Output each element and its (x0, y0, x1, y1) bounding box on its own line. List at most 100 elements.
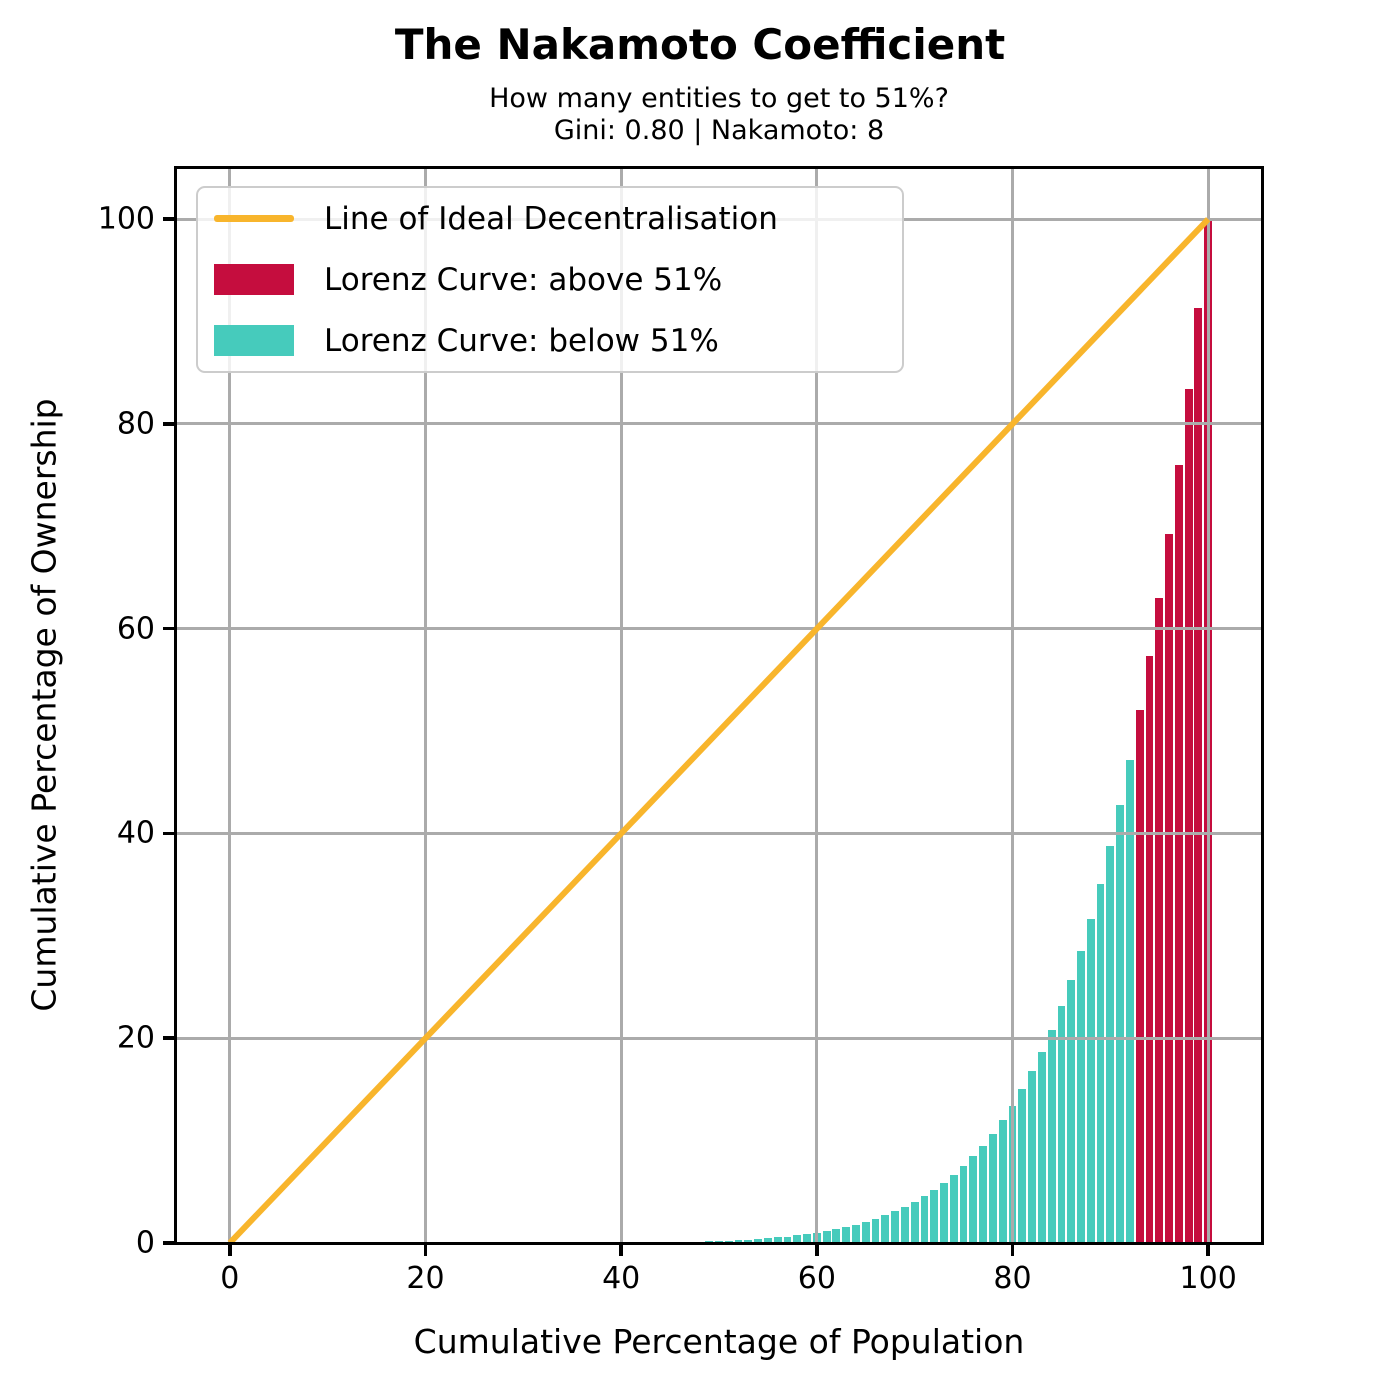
chart-subtitle: How many entities to get to 51%? (489, 83, 949, 114)
y-tick-mark-100 (163, 217, 176, 221)
lorenz-bar-above-51 (1165, 533, 1173, 1243)
legend-label-below-51: Lorenz Curve: below 51% (324, 322, 719, 359)
x-tick-mark-0 (228, 1243, 232, 1256)
y-tick-label-20: 20 (116, 1020, 155, 1056)
y-tick-label-0: 0 (135, 1225, 155, 1261)
x-tick-mark-100 (1206, 1243, 1210, 1256)
lorenz-bar-below-51 (881, 1215, 890, 1243)
legend: Line of Ideal Decentralisation Lorenz Cu… (196, 186, 904, 373)
lorenz-bar-below-51 (803, 1234, 811, 1243)
lorenz-bar-below-51 (900, 1206, 909, 1243)
x-tick-label-100: 100 (1179, 1261, 1237, 1296)
grid-line-x-0 (228, 168, 232, 1243)
chart-title: The Nakamoto Coefficient (394, 20, 1006, 69)
plot-area: Line of Ideal Decentralisation Lorenz Cu… (174, 166, 1264, 1245)
lorenz-bar-below-51 (1028, 1071, 1036, 1243)
grid-line-y-80 (176, 422, 1262, 426)
lorenz-bar-above-51 (1194, 307, 1203, 1243)
lorenz-bar-below-51 (1037, 1051, 1046, 1243)
y-tick-label-60: 60 (116, 611, 155, 647)
grid-line-y-20 (176, 1036, 1262, 1040)
lorenz-bar-below-51 (1116, 804, 1125, 1243)
lorenz-bar-below-51 (783, 1236, 792, 1243)
below-51-swatch (214, 325, 294, 356)
x-tick-label-20: 20 (406, 1261, 445, 1296)
lorenz-bar-below-51 (1077, 950, 1085, 1243)
grid-line-x-80 (1011, 168, 1014, 1243)
lorenz-bar-below-51 (891, 1211, 899, 1243)
x-tick-mark-40 (619, 1243, 623, 1256)
grid-line-x-20 (423, 168, 427, 1243)
x-tick-label-80: 80 (993, 1261, 1032, 1296)
lorenz-bar-below-51 (842, 1227, 851, 1243)
x-tick-mark-80 (1010, 1243, 1015, 1256)
legend-item-ideal-line: Line of Ideal Decentralisation (214, 188, 902, 249)
x-tick-mark-60 (815, 1243, 819, 1256)
lorenz-bar-below-51 (1106, 846, 1115, 1243)
legend-label-above-51: Lorenz Curve: above 51% (324, 261, 723, 298)
lorenz-bar-above-51 (1145, 656, 1154, 1243)
lorenz-bar-below-51 (871, 1218, 880, 1243)
lorenz-bar-below-51 (1096, 884, 1105, 1243)
lorenz-bar-below-51 (764, 1238, 772, 1243)
lorenz-bar-below-51 (822, 1231, 831, 1243)
grid-line-x-100 (1206, 168, 1210, 1243)
lorenz-bar-below-51 (959, 1166, 968, 1243)
x-tick-mark-20 (423, 1243, 428, 1256)
above-51-swatch (214, 264, 294, 295)
grid-line-y-60 (176, 627, 1262, 631)
y-tick-label-40: 40 (116, 815, 155, 851)
lorenz-bar-above-51 (1155, 597, 1164, 1243)
grid-line-x-40 (619, 168, 623, 1243)
lorenz-bar-above-51 (1184, 389, 1193, 1243)
x-tick-label-0: 0 (220, 1261, 240, 1296)
y-tick-mark-40 (163, 831, 176, 836)
lorenz-bar-below-51 (949, 1174, 958, 1243)
lorenz-bar-below-51 (989, 1133, 997, 1243)
lorenz-bar-below-51 (754, 1239, 763, 1243)
ideal-line-layer (227, 217, 1211, 1243)
legend-item-above-51: Lorenz Curve: above 51% (214, 249, 902, 310)
x-axis-label: Cumulative Percentage of Population (413, 1322, 1025, 1361)
lorenz-bar-below-51 (969, 1156, 978, 1243)
y-axis-label: Cumulative Percentage of Ownership (24, 398, 64, 1012)
chart-stats-line: Gini: 0.80 | Nakamoto: 8 (553, 115, 885, 146)
grid-line-y-40 (176, 831, 1262, 835)
y-tick-label-100: 100 (97, 201, 155, 237)
lorenz-bar-below-51 (744, 1239, 753, 1243)
lorenz-bar-above-51 (1174, 464, 1183, 1243)
lorenz-bar-below-51 (793, 1235, 802, 1243)
lorenz-bar-below-51 (1018, 1089, 1027, 1243)
legend-item-below-51: Lorenz Curve: below 51% (214, 310, 902, 371)
lorenz-bar-below-51 (930, 1189, 939, 1243)
lorenz-bar-below-51 (998, 1120, 1007, 1243)
lorenz-bar-below-51 (940, 1182, 948, 1243)
lorenz-bar-below-51 (1057, 1005, 1066, 1243)
y-tick-label-80: 80 (116, 406, 155, 442)
legend-label-ideal-line: Line of Ideal Decentralisation (324, 200, 778, 237)
grid-line-x-60 (815, 168, 819, 1243)
x-tick-label-40: 40 (602, 1261, 641, 1296)
legend-patch-swatch-wrap (214, 325, 294, 356)
lorenz-bar-below-51 (861, 1221, 870, 1243)
lorenz-bar-below-51 (1047, 1029, 1056, 1243)
ideal-line-swatch (214, 215, 294, 222)
lorenz-bar-above-51 (1135, 710, 1144, 1243)
lorenz-bar-below-51 (1086, 919, 1095, 1243)
x-tick-label-60: 60 (797, 1261, 836, 1296)
lorenz-bar-below-51 (1126, 759, 1134, 1243)
legend-line-swatch-wrap (214, 215, 294, 222)
lorenz-bar-below-51 (1067, 979, 1076, 1243)
y-tick-mark-80 (163, 422, 176, 426)
lorenz-bar-below-51 (910, 1201, 919, 1243)
lorenz-bar-below-51 (773, 1237, 782, 1243)
lorenz-bar-below-51 (920, 1196, 929, 1243)
lorenz-bar-below-51 (832, 1229, 841, 1243)
lorenz-bar-below-51 (852, 1224, 860, 1243)
legend-patch-swatch-wrap (214, 264, 294, 295)
y-tick-mark-20 (163, 1036, 176, 1040)
y-tick-mark-60 (163, 626, 176, 631)
ideal-decentralisation-line (227, 217, 1211, 1243)
y-tick-mark-0 (163, 1241, 176, 1245)
